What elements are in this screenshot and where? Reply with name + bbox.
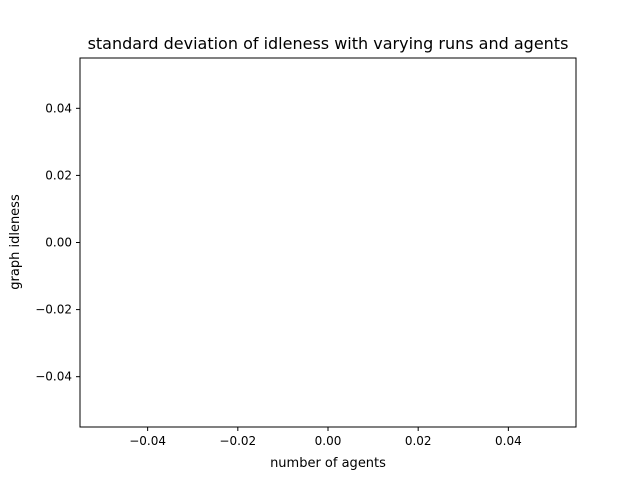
y-axis-ticks: −0.04 −0.02 0.00 0.02 0.04 <box>35 101 80 384</box>
x-axis-ticks: −0.04 −0.02 0.00 0.02 0.04 <box>129 427 522 448</box>
x-tick-label: 0.02 <box>405 434 432 448</box>
y-tick-label: −0.02 <box>35 303 72 317</box>
y-tick-label: 0.02 <box>45 168 72 182</box>
plot-area <box>79 57 577 428</box>
x-tick-label: −0.04 <box>129 434 166 448</box>
x-tick-label: −0.02 <box>219 434 256 448</box>
y-tick-label: −0.04 <box>35 370 72 384</box>
x-tick-label: 0.04 <box>495 434 522 448</box>
y-tick-label: 0.00 <box>45 236 72 250</box>
chart-title: standard deviation of idleness with vary… <box>88 34 569 53</box>
y-axis-label: graph idleness <box>8 194 23 290</box>
y-tick-label: 0.04 <box>45 101 72 115</box>
x-axis-label: number of agents <box>270 456 386 471</box>
x-tick-label: 0.00 <box>315 434 342 448</box>
